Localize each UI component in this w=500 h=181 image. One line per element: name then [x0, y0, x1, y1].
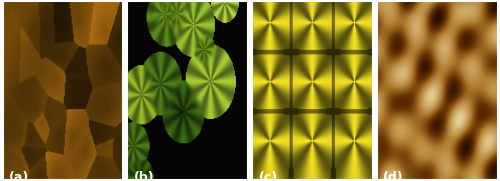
Text: (c): (c) [258, 171, 278, 181]
Text: (b): (b) [134, 171, 154, 181]
Text: (a): (a) [8, 171, 29, 181]
Text: (d): (d) [384, 171, 404, 181]
